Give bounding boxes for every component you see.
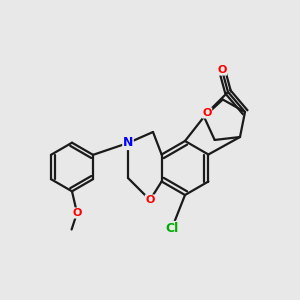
Text: O: O <box>217 65 227 75</box>
Text: O: O <box>202 108 212 118</box>
Text: N: N <box>123 136 133 149</box>
Text: O: O <box>145 195 155 205</box>
Text: Cl: Cl <box>165 221 178 235</box>
Text: O: O <box>72 208 82 218</box>
